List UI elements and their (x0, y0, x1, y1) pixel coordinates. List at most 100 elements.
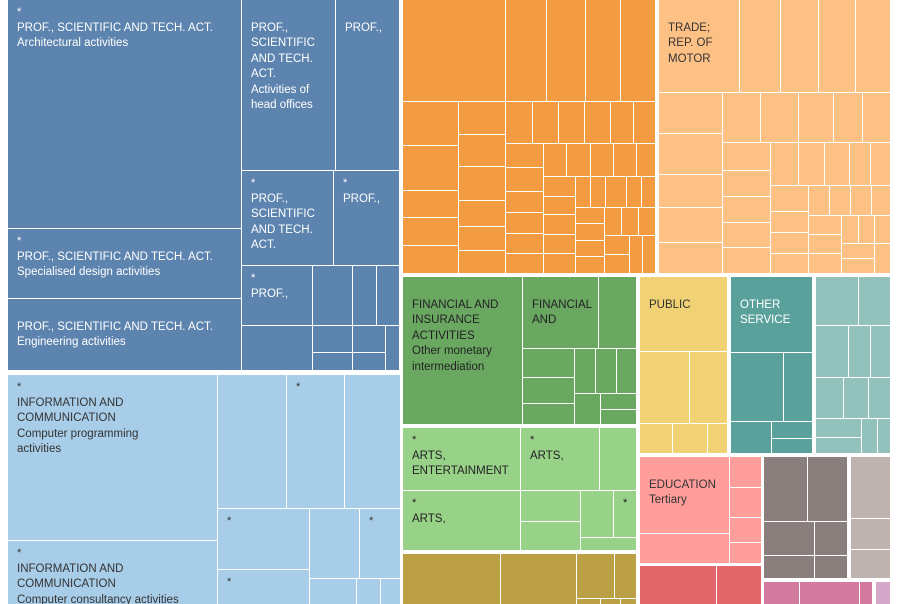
treemap-cell-prof[interactable]: PROF., SCIENTIFIC AND TECH. ACT. Activiti… (242, 0, 335, 170)
treemap-cell-manufacturing[interactable] (630, 236, 642, 273)
treemap-cell-prof[interactable] (313, 353, 352, 370)
treemap-cell-brown[interactable] (764, 457, 807, 521)
treemap-cell-trade[interactable] (850, 143, 870, 185)
treemap-cell-manufacturing[interactable] (403, 218, 458, 245)
treemap-cell-prof[interactable] (353, 353, 385, 370)
treemap-cell-education[interactable] (730, 457, 761, 487)
treemap-cell-olive[interactable] (615, 554, 636, 598)
treemap-cell-red[interactable] (717, 566, 761, 604)
treemap-cell-manufacturing[interactable] (459, 201, 505, 226)
treemap-cell-info[interactable]: * (218, 509, 309, 569)
treemap-cell-education[interactable]: EDUCATION Tertiary (640, 457, 729, 533)
treemap-cell-trade[interactable] (723, 197, 770, 222)
treemap-cell-trade[interactable] (830, 186, 850, 215)
treemap-cell-arts[interactable]: * ARTS, (403, 491, 520, 550)
treemap-cell-trade[interactable] (723, 248, 770, 273)
treemap-cell-manufacturing[interactable] (403, 0, 505, 101)
treemap-cell-arts[interactable] (581, 491, 613, 537)
treemap-cell-lightteal[interactable] (816, 326, 848, 377)
treemap-cell-info[interactable] (381, 579, 400, 604)
treemap-cell-trade[interactable] (771, 254, 808, 273)
treemap-cell-arts[interactable]: * ARTS, ENTERTAINMENT (403, 428, 520, 490)
treemap-cell-brown[interactable] (764, 522, 814, 555)
treemap-cell-info[interactable] (218, 375, 286, 508)
treemap-cell-trade[interactable] (856, 0, 890, 92)
treemap-cell-manufacturing[interactable] (605, 236, 629, 254)
treemap-cell-lightteal[interactable] (871, 326, 890, 377)
treemap-cell-manufacturing[interactable] (643, 236, 655, 273)
treemap-cell-prof[interactable]: PROF., SCIENTIFIC AND TECH. ACT. Engineer… (8, 299, 241, 370)
treemap-cell-trade[interactable] (809, 186, 829, 215)
treemap-cell-manufacturing[interactable] (591, 144, 613, 176)
treemap-cell-manufacturing[interactable] (459, 251, 505, 273)
treemap-cell-trade[interactable] (863, 93, 890, 142)
treemap-cell-info[interactable]: * (360, 509, 400, 578)
treemap-cell-manufacturing[interactable] (614, 144, 636, 176)
treemap-cell-trade[interactable] (659, 243, 722, 273)
treemap-cell-trade[interactable] (771, 212, 808, 232)
treemap-cell-trade[interactable] (723, 143, 770, 170)
treemap-cell-manufacturing[interactable] (634, 102, 655, 143)
treemap-cell-lightteal[interactable] (862, 419, 877, 453)
treemap-cell-olive[interactable] (577, 554, 614, 598)
treemap-cell-manufacturing[interactable] (576, 177, 590, 207)
treemap-cell-arts[interactable]: * (614, 491, 636, 537)
treemap-cell-prof[interactable]: PROF., (336, 0, 399, 170)
treemap-cell-lightteal[interactable] (849, 326, 870, 377)
treemap-cell-manufacturing[interactable] (459, 135, 505, 166)
treemap-cell-lightgray[interactable] (851, 519, 890, 549)
treemap-cell-trade[interactable] (825, 143, 849, 185)
treemap-cell-trade[interactable] (761, 93, 798, 142)
treemap-cell-other_service[interactable] (731, 353, 783, 421)
treemap-cell-manufacturing[interactable] (544, 197, 575, 214)
treemap-cell-trade[interactable] (871, 143, 890, 185)
treemap-cell-manufacturing[interactable] (544, 144, 566, 176)
treemap-cell-prof[interactable]: * PROF., SCIENTIFIC AND TECH. ACT. (242, 171, 333, 265)
treemap-cell-trade[interactable] (809, 254, 841, 273)
treemap-cell-manufacturing[interactable] (459, 167, 505, 200)
treemap-cell-brown[interactable] (808, 457, 847, 521)
treemap-cell-trade[interactable] (809, 235, 841, 253)
treemap-cell-manufacturing[interactable] (605, 255, 629, 273)
treemap-cell-arts[interactable] (521, 491, 580, 521)
treemap-cell-prof[interactable]: * PROF., SCIENTIFIC AND TECH. ACT. Archite… (8, 0, 241, 228)
treemap-cell-finance[interactable] (523, 349, 574, 377)
treemap-cell-finance[interactable] (599, 277, 636, 348)
treemap-cell-manufacturing[interactable] (585, 102, 610, 143)
treemap-cell-manufacturing[interactable] (544, 235, 575, 253)
treemap-cell-manufacturing[interactable] (506, 254, 543, 273)
treemap-cell-trade[interactable] (851, 186, 871, 215)
treemap-cell-manufacturing[interactable] (506, 213, 543, 233)
treemap-cell-education[interactable] (730, 488, 761, 517)
treemap-cell-manufacturing[interactable] (576, 241, 604, 256)
treemap-cell-finance[interactable] (596, 349, 616, 393)
treemap-cell-info[interactable]: * INFORMATION AND COMMUNICATION Computer p… (8, 375, 217, 540)
treemap-cell-public[interactable]: PUBLIC (640, 277, 727, 351)
treemap-cell-brown[interactable] (815, 556, 847, 578)
treemap-cell-prof[interactable] (313, 266, 352, 325)
treemap-cell-lightgray[interactable] (851, 550, 890, 578)
treemap-cell-trade[interactable] (859, 216, 874, 243)
treemap-cell-manufacturing[interactable] (642, 177, 655, 207)
treemap-cell-prof[interactable]: * PROF., (242, 266, 312, 325)
treemap-cell-manufacturing[interactable] (506, 168, 543, 191)
treemap-cell-finance[interactable] (617, 349, 636, 393)
treemap-cell-brown[interactable] (764, 556, 814, 578)
treemap-cell-pink[interactable] (860, 582, 872, 604)
treemap-cell-trade[interactable] (771, 233, 808, 253)
treemap-cell-trade[interactable] (875, 216, 890, 243)
treemap-cell-arts[interactable]: * ARTS, (521, 428, 599, 490)
treemap-cell-arts[interactable] (521, 522, 580, 550)
treemap-cell-manufacturing[interactable] (547, 0, 585, 101)
treemap-cell-manufacturing[interactable] (576, 208, 604, 223)
treemap-cell-finance[interactable] (601, 394, 636, 409)
treemap-cell-other_service[interactable] (772, 439, 812, 453)
treemap-cell-public[interactable] (690, 352, 727, 423)
treemap-cell-info[interactable]: * INFORMATION AND COMMUNICATION Computer c… (8, 541, 217, 604)
treemap-cell-trade[interactable] (723, 171, 770, 196)
treemap-cell-trade[interactable] (740, 0, 780, 92)
treemap-cell-arts[interactable] (581, 538, 636, 550)
treemap-cell-manufacturing[interactable] (506, 192, 543, 212)
treemap-cell-trade[interactable] (842, 216, 858, 243)
treemap-cell-manufacturing[interactable] (533, 102, 558, 143)
